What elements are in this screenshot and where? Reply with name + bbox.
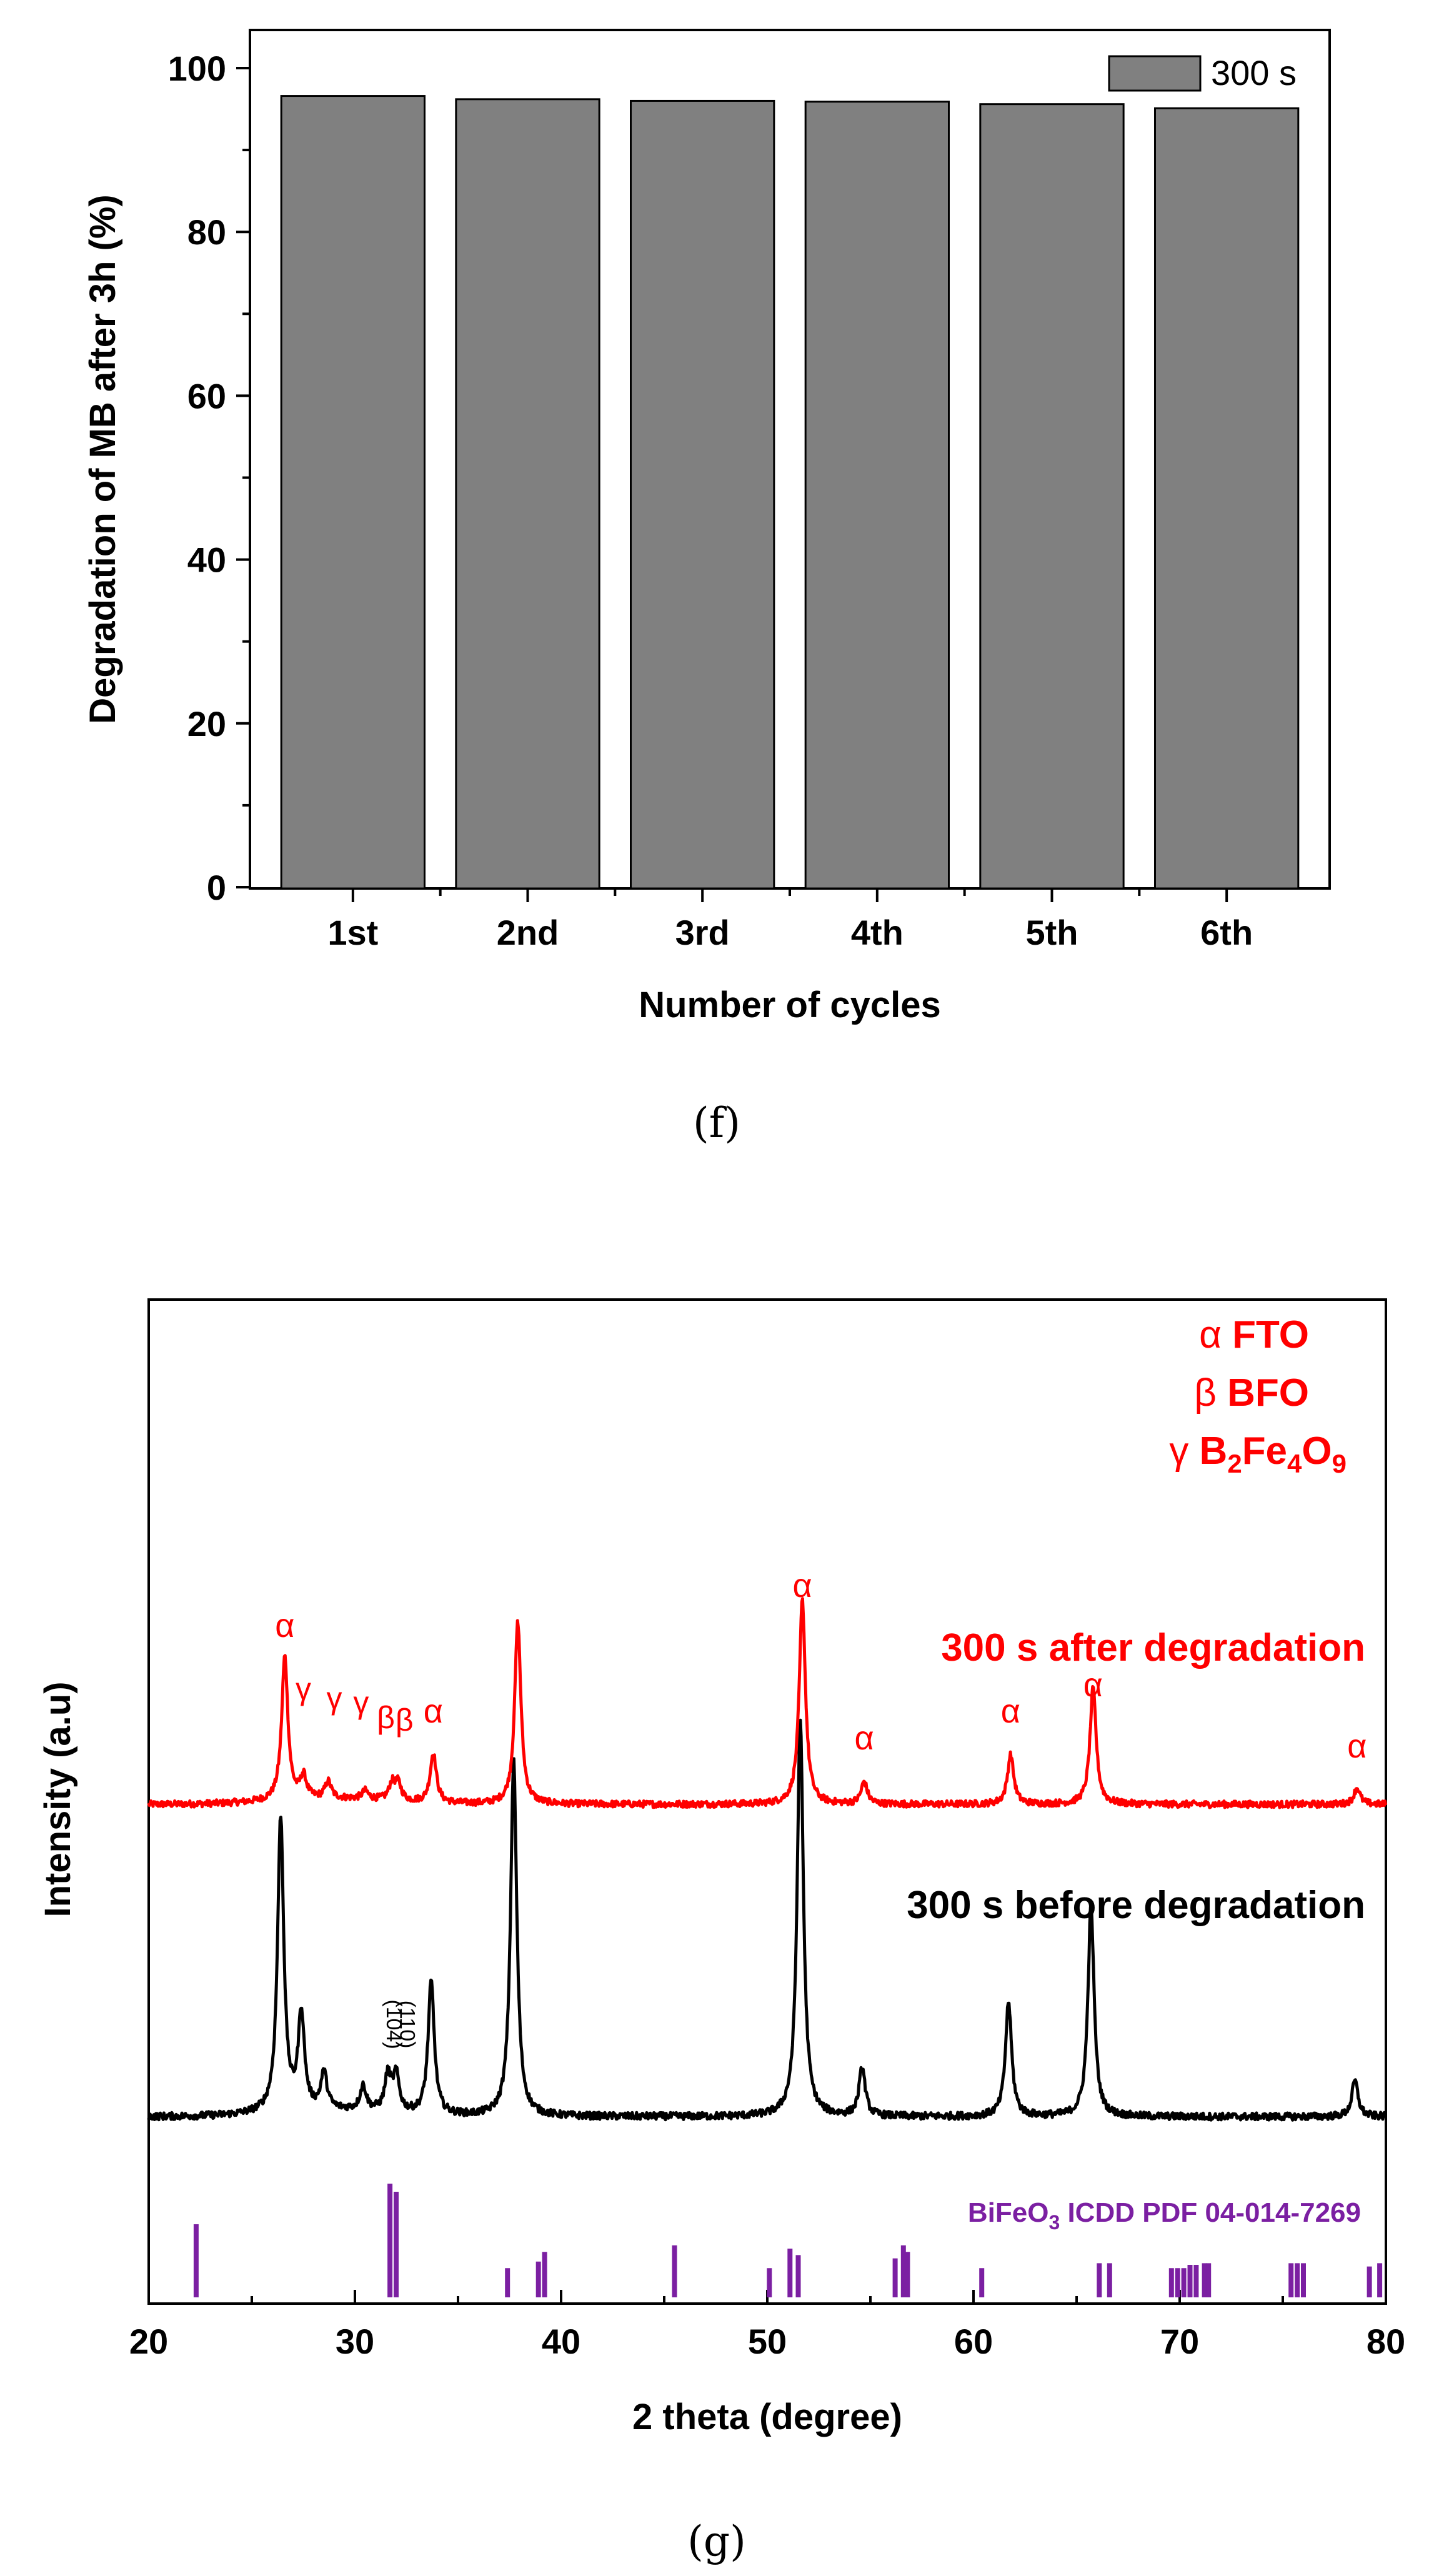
caption-g: (g) [687,2517,746,2565]
xrd-x-axis-label: 2 theta (degree) [632,2397,902,2437]
y-tick-label: 40 [187,540,226,580]
beta-marker: β [396,1703,414,1738]
x-tick-label: 70 [1160,2322,1199,2361]
series-after-degradation [147,1597,1388,1809]
x-tick-label: 50 [748,2322,787,2361]
bar [804,101,950,890]
reference-label: BiFeO3 ICDD PDF 04-014-7269 [968,2197,1361,2234]
bar [455,98,600,890]
x-tick-label: 20 [129,2322,168,2361]
beta-marker: β [377,1700,395,1735]
xrd-y-axis-label: Intensity (a.u) [37,1681,78,1917]
xrd-x-ticks: 20 30 40 50 60 70 80 [129,2290,1405,2361]
bars [280,95,1300,890]
alpha-marker: α [275,1607,294,1644]
bar-legend: 300 s [1108,53,1297,92]
gamma-marker: γ [296,1671,311,1706]
alpha-marker: α [854,1719,874,1757]
phase-key-bfo: β BFO [1194,1371,1309,1415]
x-tick-label: 60 [954,2322,993,2361]
legend-swatch [1108,55,1202,92]
x-tick-label: 1st [327,913,378,952]
bar-y-axis-label: Degradation of MB after 3h (%) [82,194,123,724]
legend-label: 300 s [1211,53,1297,92]
y-tick-label: 0 [207,868,226,907]
y-tick-label: 80 [187,212,226,252]
phase-key: α FTO β BFO γ B2Fe4O9 [1169,1313,1347,1478]
alpha-marker: α [424,1693,443,1730]
phase-key-b2fe4o9: γ B2Fe4O9 [1169,1430,1347,1478]
alpha-marker: α [1347,1728,1367,1765]
bar-y-ticks: 0 20 40 60 80 100 [168,49,250,907]
y-tick-label: 20 [187,704,226,743]
alpha-marker: α [1083,1666,1103,1704]
miller-index-label: (110) [396,2001,419,2049]
bar [630,99,775,890]
series-label-after: 300 s after degradation [941,1626,1365,1669]
series-label-before: 300 s before degradation [907,1884,1365,1927]
alpha-marker: α [792,1567,812,1604]
gamma-marker: γ [353,1685,369,1720]
alpha-marker: α [1001,1693,1020,1730]
x-tick-label: 3rd [675,913,730,952]
reference-pattern [193,2184,1383,2297]
miller-index-label: (104) [382,1999,406,2049]
x-tick-label: 30 [336,2322,374,2361]
gamma-marker: γ [327,1681,342,1716]
x-tick-label: 4th [851,913,904,952]
bar [280,95,426,890]
x-tick-label: 40 [542,2322,580,2361]
bar-x-ticks: 1st 2nd 3rd 4th 5th 6th [327,888,1253,952]
bar-chart-panel: 0 20 40 60 80 100 1st 2nd 3rd 4th 5th 6th 300 s De… [82,29,1331,1147]
bar [1154,107,1300,890]
bar [979,103,1125,890]
caption-f: (f) [693,1099,740,1147]
series-before-degradation [147,1718,1387,2122]
phase-key-fto: α FTO [1199,1313,1309,1356]
x-tick-label: 2nd [497,913,559,952]
x-tick-label: 6th [1200,913,1253,952]
y-tick-label: 60 [187,376,226,415]
x-tick-label: 5th [1026,913,1078,952]
bar-x-axis-label: Number of cycles [639,985,941,1025]
x-tick-label: 80 [1367,2322,1405,2361]
y-tick-label: 100 [168,49,226,88]
